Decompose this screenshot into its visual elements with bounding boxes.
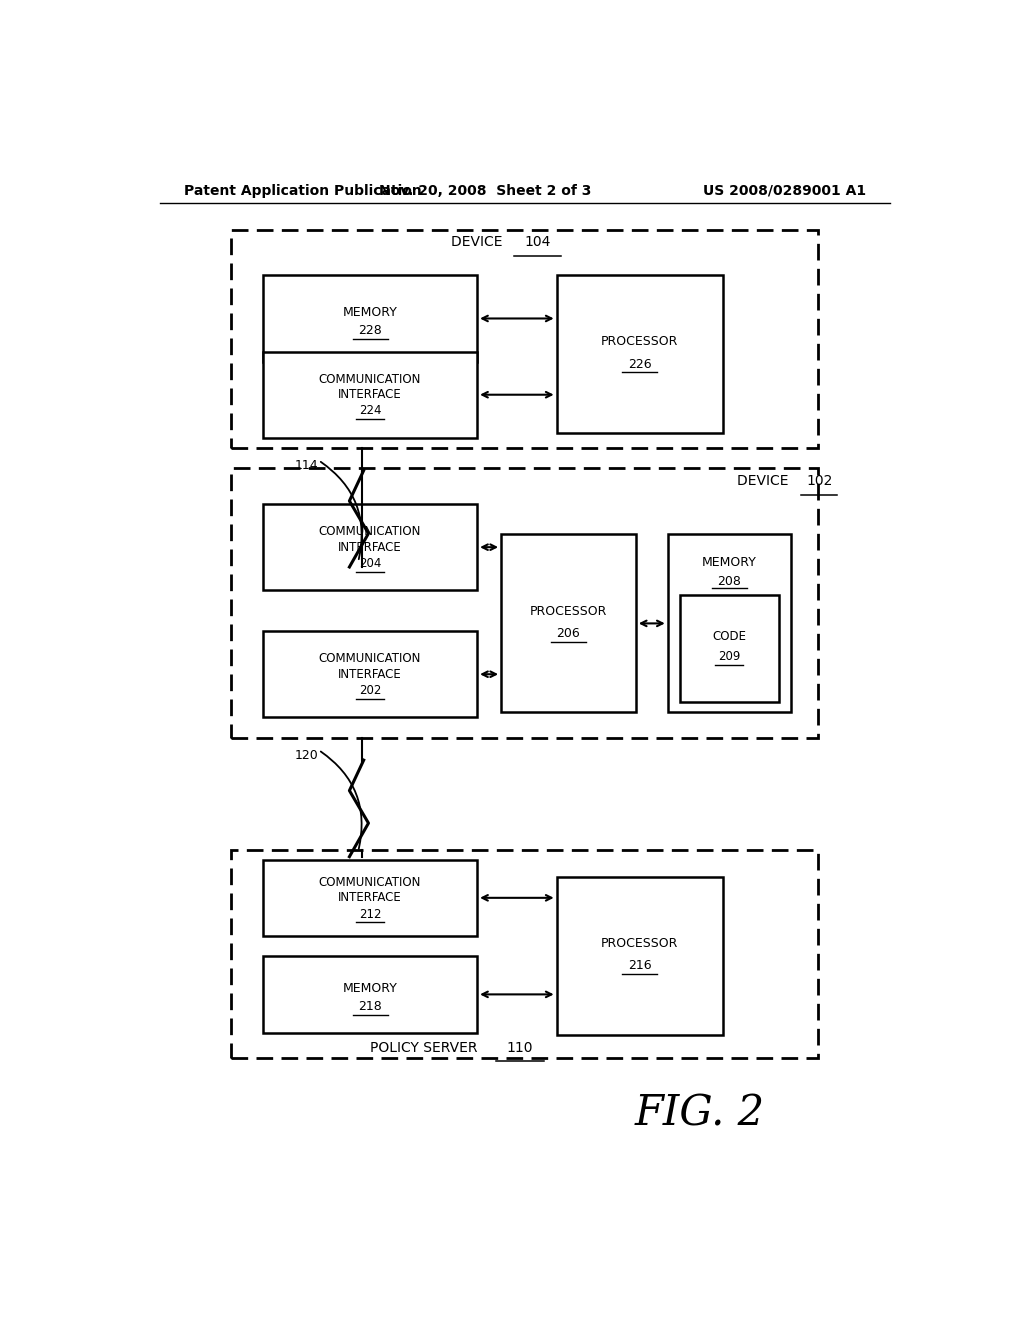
Text: 226: 226 <box>628 358 651 371</box>
Text: 206: 206 <box>557 627 581 640</box>
Bar <box>668 535 791 713</box>
Bar <box>557 876 723 1035</box>
Text: 102: 102 <box>807 474 834 487</box>
Text: US 2008/0289001 A1: US 2008/0289001 A1 <box>702 183 866 198</box>
Text: DEVICE: DEVICE <box>737 474 793 487</box>
Bar <box>263 504 477 590</box>
Text: 104: 104 <box>524 235 551 248</box>
Text: 216: 216 <box>628 960 651 973</box>
Text: 120: 120 <box>295 748 318 762</box>
Text: INTERFACE: INTERFACE <box>338 541 402 553</box>
Text: PROCESSOR: PROCESSOR <box>601 937 679 950</box>
Bar <box>231 850 818 1057</box>
Text: CODE: CODE <box>712 630 746 643</box>
Text: DEVICE: DEVICE <box>452 235 507 248</box>
Text: MEMORY: MEMORY <box>701 557 757 569</box>
Text: 224: 224 <box>358 404 381 417</box>
Text: POLICY SERVER: POLICY SERVER <box>370 1040 481 1055</box>
Text: Patent Application Publication: Patent Application Publication <box>183 183 421 198</box>
Text: 228: 228 <box>358 325 382 337</box>
Text: 212: 212 <box>358 908 381 920</box>
Bar <box>231 230 818 447</box>
Text: COMMUNICATION: COMMUNICATION <box>318 525 421 539</box>
Bar <box>263 859 477 936</box>
Text: 202: 202 <box>358 684 381 697</box>
Text: 209: 209 <box>718 651 740 664</box>
Text: 218: 218 <box>358 1001 382 1012</box>
Bar <box>263 631 477 718</box>
Text: INTERFACE: INTERFACE <box>338 891 402 904</box>
Bar <box>263 276 477 362</box>
Bar <box>557 276 723 433</box>
Bar <box>680 595 779 702</box>
Text: MEMORY: MEMORY <box>343 306 397 319</box>
Text: PROCESSOR: PROCESSOR <box>601 335 679 348</box>
Text: 208: 208 <box>717 574 741 587</box>
Text: INTERFACE: INTERFACE <box>338 668 402 681</box>
Text: INTERFACE: INTERFACE <box>338 388 402 401</box>
Bar <box>231 469 818 738</box>
Text: COMMUNICATION: COMMUNICATION <box>318 652 421 665</box>
Text: 110: 110 <box>507 1040 532 1055</box>
Text: PROCESSOR: PROCESSOR <box>529 605 607 618</box>
Bar <box>263 956 477 1032</box>
Text: COMMUNICATION: COMMUNICATION <box>318 374 421 385</box>
Bar <box>501 535 636 713</box>
Text: 114: 114 <box>295 459 318 471</box>
Text: Nov. 20, 2008  Sheet 2 of 3: Nov. 20, 2008 Sheet 2 of 3 <box>379 183 591 198</box>
Text: MEMORY: MEMORY <box>343 982 397 995</box>
Text: COMMUNICATION: COMMUNICATION <box>318 876 421 890</box>
Text: 204: 204 <box>358 557 381 570</box>
Text: FIG. 2: FIG. 2 <box>634 1093 765 1135</box>
Bar <box>263 351 477 438</box>
